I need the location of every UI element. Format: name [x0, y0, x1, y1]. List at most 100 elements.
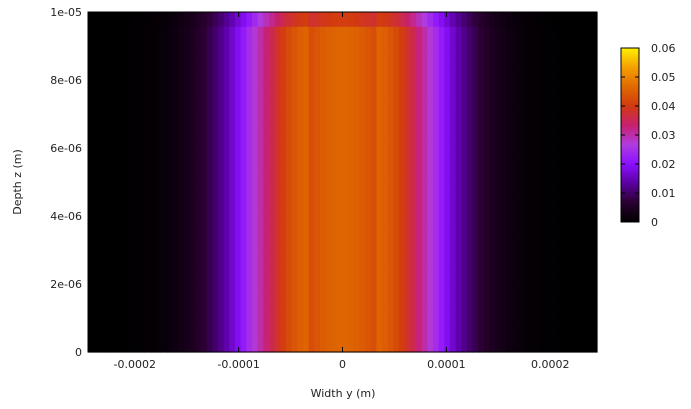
heatmap-cell [580, 26, 587, 41]
heatmap-cell [574, 281, 581, 296]
heatmap-cell [506, 26, 513, 41]
heatmap-cell [201, 238, 208, 254]
heatmap-cell [506, 111, 513, 126]
heatmap-cell [206, 267, 214, 282]
heatmap-cell [580, 238, 587, 254]
heatmap-cell [184, 12, 191, 27]
heatmap-cell [189, 337, 197, 353]
heatmap-cell [257, 224, 264, 240]
heatmap-cell [455, 153, 462, 169]
heatmap-cell [110, 82, 117, 98]
heatmap-cell [591, 139, 598, 155]
heatmap-cell [121, 238, 129, 254]
heatmap-cell [461, 238, 468, 254]
heatmap-cell [551, 97, 559, 112]
heatmap-cell [455, 12, 462, 27]
heatmap-cell [585, 68, 592, 84]
heatmap-cell [517, 26, 525, 41]
heatmap-cell [336, 323, 344, 339]
heatmap-cell [517, 153, 525, 169]
heatmap-cell [110, 40, 117, 56]
heatmap-cell [88, 12, 95, 27]
heatmap-cell [212, 252, 219, 268]
heatmap-cell [393, 167, 400, 183]
heatmap-cell [574, 196, 581, 211]
heatmap-cell [534, 68, 542, 84]
heatmap-cell [427, 182, 434, 197]
heatmap-cell [263, 182, 270, 197]
heatmap-cell [427, 281, 434, 296]
heatmap-cell [483, 26, 491, 41]
heatmap-cell [568, 12, 575, 27]
heatmap-cell [353, 97, 361, 112]
heatmap-cell [353, 210, 361, 226]
heatmap-cell [370, 196, 378, 211]
heatmap-cell [302, 54, 310, 70]
heatmap-cell [285, 210, 293, 226]
heatmap-cell [104, 125, 112, 141]
heatmap-cell [529, 26, 536, 41]
heatmap-cell [246, 182, 253, 197]
heatmap-cell [365, 182, 372, 197]
heatmap-cell [297, 167, 304, 183]
heatmap-cell [195, 40, 202, 56]
heatmap-cell [438, 82, 445, 98]
heatmap-cell [495, 12, 502, 27]
heatmap-cell [223, 139, 230, 155]
heatmap-cell [263, 337, 270, 353]
heatmap-cell [546, 68, 553, 84]
heatmap-cell [263, 111, 270, 126]
heatmap-cell [540, 309, 547, 325]
heatmap-cell [308, 252, 315, 268]
heatmap-cell [489, 12, 496, 27]
heatmap-cell [444, 281, 451, 296]
heatmap-cell [399, 323, 406, 339]
heatmap-cell [116, 210, 123, 226]
heatmap-cell [325, 309, 332, 325]
heatmap-cell [161, 281, 168, 296]
heatmap-cell [144, 97, 151, 112]
heatmap-cell [546, 82, 553, 98]
heatmap-cell [574, 40, 581, 56]
heatmap-cell [155, 68, 163, 84]
heatmap-cell [466, 182, 474, 197]
heatmap-cell [376, 309, 383, 325]
heatmap-cell [297, 252, 304, 268]
heatmap-cell [195, 82, 202, 98]
heatmap-cell [466, 12, 474, 27]
heatmap-cell [438, 337, 445, 353]
heatmap-cell [557, 167, 564, 183]
heatmap-cell [144, 281, 151, 296]
heatmap-cell [308, 12, 315, 27]
heatmap-cell [184, 238, 191, 254]
heatmap-cell [529, 196, 536, 211]
heatmap-cell [529, 68, 536, 84]
heatmap-cell [155, 210, 163, 226]
heatmap-cell [218, 40, 225, 56]
heatmap-cell [478, 54, 485, 70]
heatmap-cell [483, 337, 491, 353]
heatmap-cell [285, 82, 293, 98]
heatmap-cell [155, 111, 163, 126]
heatmap-cell [523, 125, 530, 141]
heatmap-cell [489, 323, 496, 339]
heatmap-cell [325, 238, 332, 254]
heatmap-cell [421, 12, 428, 27]
heatmap-cell [240, 139, 247, 155]
heatmap-cell [268, 68, 276, 84]
heatmap-cell [235, 224, 242, 240]
heatmap-cell [551, 139, 559, 155]
heatmap-cell [370, 12, 378, 27]
heatmap-cell [370, 167, 378, 183]
heatmap-cell [399, 12, 406, 27]
heatmap-cell [331, 111, 338, 126]
heatmap-cell [240, 26, 247, 41]
heatmap-cell [257, 68, 264, 84]
heatmap-cell [308, 40, 315, 56]
heatmap-cell [121, 309, 129, 325]
heatmap-cell [88, 82, 95, 98]
heatmap-cell [274, 267, 281, 282]
heatmap-cell [252, 196, 259, 211]
heatmap-cell [201, 153, 208, 169]
heatmap-cell [189, 12, 197, 27]
